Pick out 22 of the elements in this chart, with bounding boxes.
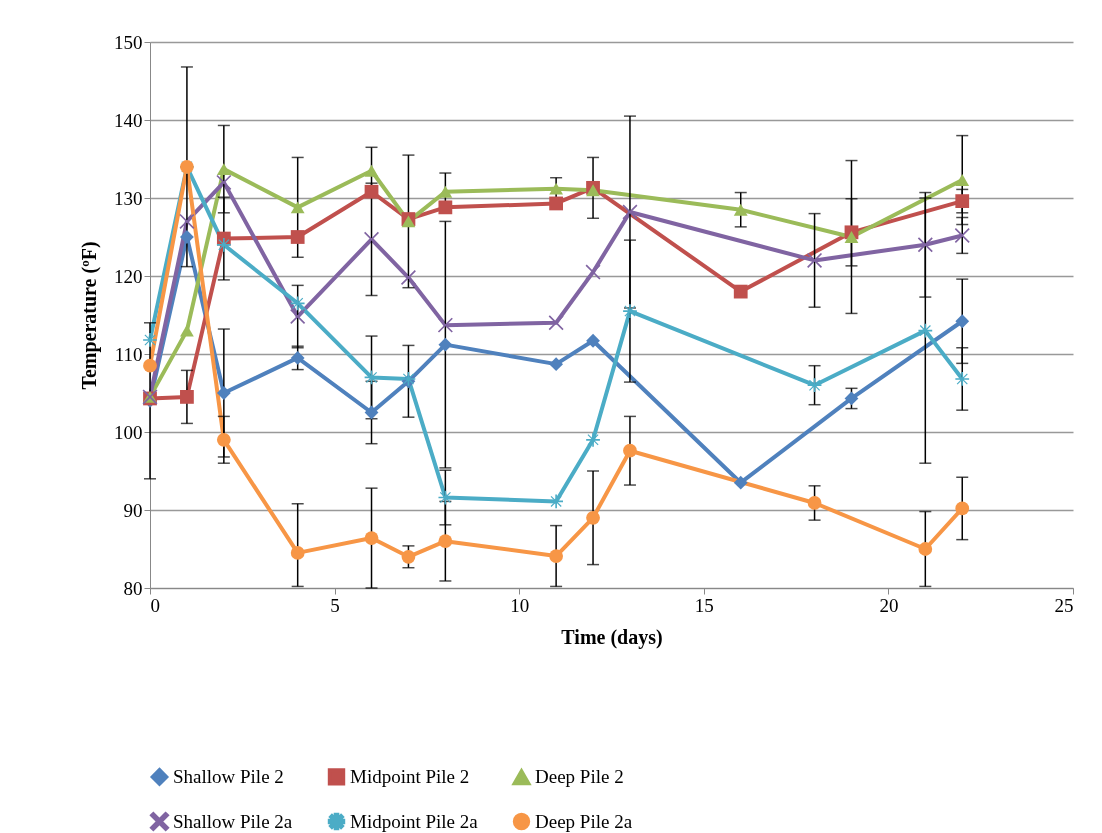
x-tick-label: 25: [1054, 594, 1074, 616]
x-tick-label: 20: [879, 594, 899, 616]
x-tick-label: 10: [510, 594, 530, 616]
legend-label: Midpoint Pile 2: [350, 765, 470, 787]
legend-label: Deep Pile 2a: [535, 810, 633, 832]
x-tick-label: 5: [330, 594, 340, 616]
legend-label: Shallow Pile 2: [173, 765, 284, 787]
legend-label: Shallow Pile 2a: [173, 810, 293, 832]
y-tick-label: 80: [123, 577, 143, 599]
x-tick-label: 15: [694, 594, 714, 616]
y-tick-label: 140: [114, 109, 143, 131]
y-tick-label: 150: [114, 31, 143, 53]
x-axis-title: Time (days): [561, 625, 663, 649]
y-tick-label: 120: [114, 265, 143, 287]
y-tick-label: 110: [114, 343, 143, 365]
legend-label: Deep Pile 2: [535, 766, 624, 788]
x-tick-label: 0: [150, 594, 160, 616]
y-axis-title: Temperature (ºF): [78, 241, 101, 390]
y-tick-label: 100: [114, 421, 143, 443]
y-tick-label: 130: [114, 187, 143, 209]
legend-label: Midpoint Pile 2a: [350, 810, 479, 832]
y-tick-label: 90: [123, 499, 143, 521]
